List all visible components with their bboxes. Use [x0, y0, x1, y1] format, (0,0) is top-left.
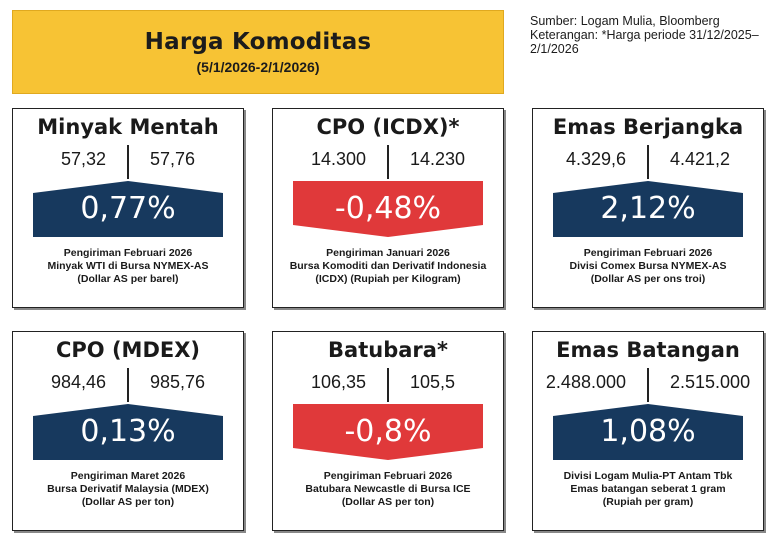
arrow-up-shape [33, 181, 223, 237]
commodity-card: CPO (MDEX) 984,46 985,76 0,13% Pengiriman Ma… [12, 331, 244, 531]
card-note: Pengiriman Februari 2026 Batubara Newcast… [277, 470, 499, 509]
price-divider [127, 145, 129, 179]
change-badge-down: -0,8% [293, 404, 483, 460]
source-line: Sumber: Logam Mulia, Bloomberg [530, 14, 720, 28]
change-badge-up: 1,08% [553, 404, 743, 460]
current-price: 105,5 [410, 372, 456, 392]
previous-price: 57,32 [60, 149, 106, 169]
note-line: (Dollar AS per barel) [77, 273, 179, 285]
remark-line-cont: 2/1/2026 [530, 42, 579, 56]
change-badge-up: 2,12% [553, 181, 743, 237]
percent-change: -0,48% [334, 191, 442, 226]
price-divider [387, 368, 389, 402]
note-line: (ICDX) (Rupiah per Kilogram) [315, 273, 461, 285]
card-title: Emas Berjangka [552, 115, 744, 139]
current-price: 4.421,2 [670, 149, 731, 169]
note-line: (Dollar AS per ton) [341, 496, 435, 508]
card-title: Emas Batangan [556, 338, 740, 362]
commodity-card: Batubara* 106,35 105,5 -0,8% Pengiriman Febr… [272, 331, 504, 531]
current-price: 14.230 [410, 149, 466, 169]
commodity-card: CPO (ICDX)* 14.300 14.230 -0,48% Pengiriman … [272, 108, 504, 308]
price-divider [647, 368, 649, 402]
note-line: Divisi Comex Bursa NYMEX-AS [569, 260, 727, 272]
previous-price: 984,46 [50, 372, 106, 392]
card-note: Divisi Logam Mulia-PT Antam Tbk Emas bata… [537, 470, 759, 509]
percent-change: 0,77% [80, 191, 176, 226]
note-line: Pengiriman Maret 2026 [70, 470, 186, 482]
current-price: 57,76 [150, 149, 196, 169]
card-note: Pengiriman Februari 2026 Minyak WTI di Bu… [17, 247, 239, 286]
current-price: 2.515.000 [670, 372, 751, 392]
card-title: CPO (ICDX)* [316, 115, 460, 139]
note-line: Batubara Newcastle di Bursa ICE [305, 483, 471, 495]
percent-change: -0,8% [344, 414, 432, 449]
arrow-up-shape [33, 404, 223, 460]
change-badge-up: 0,13% [33, 404, 223, 460]
price-divider [127, 368, 129, 402]
page-title: Harga Komoditas [144, 29, 372, 55]
arrow-up-shape [553, 404, 743, 460]
commodity-card: Emas Batangan 2.488.000 2.515.000 1,08% Divi… [532, 331, 764, 531]
current-price: 985,76 [150, 372, 206, 392]
commodity-card: Minyak Mentah 57,32 57,76 0,77% Pengiriman F… [12, 108, 244, 308]
note-line: (Dollar AS per ton) [81, 496, 175, 508]
percent-change: 0,13% [80, 414, 176, 449]
note-line: Divisi Logam Mulia-PT Antam Tbk [563, 470, 733, 482]
card-title: Minyak Mentah [37, 115, 219, 139]
previous-price: 2.488.000 [545, 372, 626, 392]
arrow-down-shape [293, 404, 483, 460]
period-label: (5/1/2026-2/1/2026) [196, 59, 320, 75]
arrow-up-shape [553, 181, 743, 237]
commodity-card: Emas Berjangka 4.329,6 4.421,2 2,12% Pengiri… [532, 108, 764, 308]
price-divider [647, 145, 649, 179]
note-line: Bursa Derivatif Malaysia (MDEX) [47, 483, 209, 495]
note-line: Bursa Komoditi dan Derivatif Indonesia [289, 260, 487, 272]
card-title: Batubara* [328, 338, 448, 362]
price-divider [387, 145, 389, 179]
card-note: Pengiriman Februari 2026 Divisi Comex Bur… [537, 247, 759, 286]
note-line: (Dollar AS per ons troi) [590, 273, 706, 285]
percent-change: 1,08% [600, 414, 696, 449]
change-badge-down: -0,48% [293, 181, 483, 237]
card-note: Pengiriman Maret 2026 Bursa Derivatif Mal… [17, 470, 239, 509]
source-note: Sumber: Logam Mulia, Bloomberg Keteranga… [530, 14, 770, 56]
card-title: CPO (MDEX) [55, 338, 201, 362]
previous-price: 106,35 [310, 372, 366, 392]
change-badge-up: 0,77% [33, 181, 223, 237]
note-line: Minyak WTI di Bursa NYMEX-AS [47, 260, 209, 272]
note-line: (Rupiah per gram) [602, 496, 694, 508]
percent-change: 2,12% [600, 191, 696, 226]
previous-price: 4.329,6 [565, 149, 626, 169]
note-line: Pengiriman Februari 2026 [323, 470, 453, 482]
note-line: Pengiriman Februari 2026 [583, 247, 713, 259]
note-line: Emas batangan seberat 1 gram [570, 483, 726, 495]
previous-price: 14.300 [310, 149, 366, 169]
note-line: Pengiriman Februari 2026 [63, 247, 193, 259]
remark-line: Keterangan: *Harga periode 31/12/2025– [530, 28, 759, 42]
card-note: Pengiriman Januari 2026 Bursa Komoditi da… [277, 247, 499, 286]
header-banner: Harga Komoditas (5/1/2026-2/1/2026) [12, 10, 504, 94]
arrow-down-shape [293, 181, 483, 237]
note-line: Pengiriman Januari 2026 [326, 247, 450, 259]
